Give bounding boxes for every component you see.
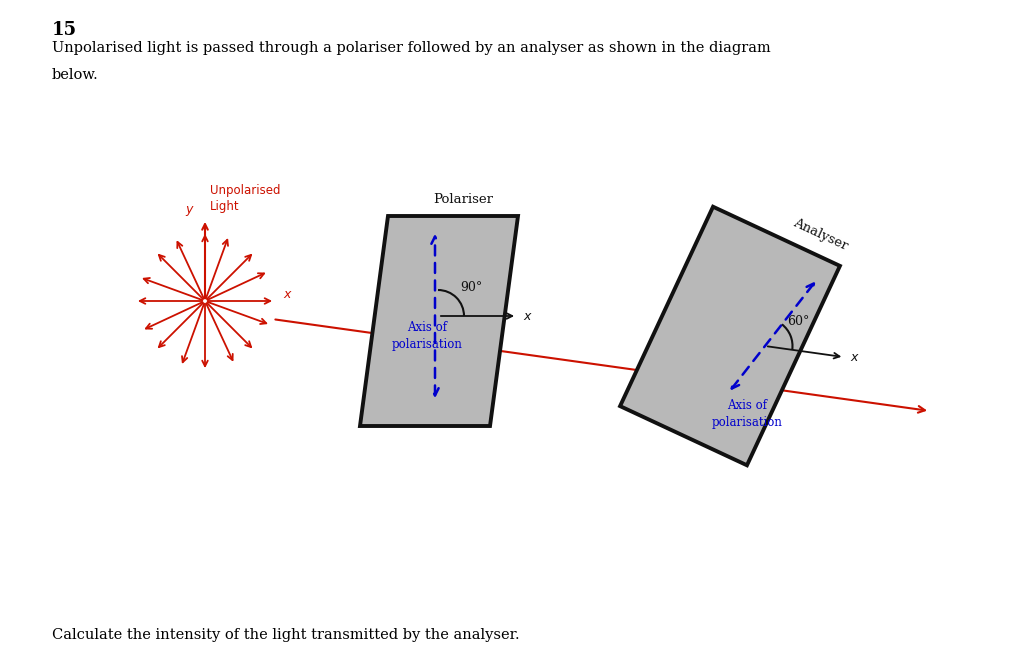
- Text: x: x: [523, 310, 530, 323]
- Text: 15: 15: [52, 21, 77, 39]
- Text: Axis of
polarisation: Axis of polarisation: [712, 400, 782, 430]
- Text: Axis of
polarisation: Axis of polarisation: [391, 321, 463, 351]
- Text: Unpolarised
Light: Unpolarised Light: [210, 184, 281, 213]
- Text: x: x: [850, 351, 857, 363]
- Text: x: x: [283, 289, 291, 302]
- Text: Calculate the intensity of the light transmitted by the analyser.: Calculate the intensity of the light tra…: [52, 628, 519, 642]
- Text: 90°: 90°: [460, 281, 482, 294]
- Text: Polariser: Polariser: [433, 193, 493, 206]
- Text: below.: below.: [52, 68, 98, 82]
- Text: y: y: [185, 203, 193, 216]
- Text: 60°: 60°: [787, 315, 809, 328]
- Text: Analyser: Analyser: [792, 216, 850, 253]
- Polygon shape: [360, 216, 518, 426]
- Text: Unpolarised light is passed through a polariser followed by an analyser as shown: Unpolarised light is passed through a po…: [52, 41, 771, 55]
- Polygon shape: [621, 207, 840, 465]
